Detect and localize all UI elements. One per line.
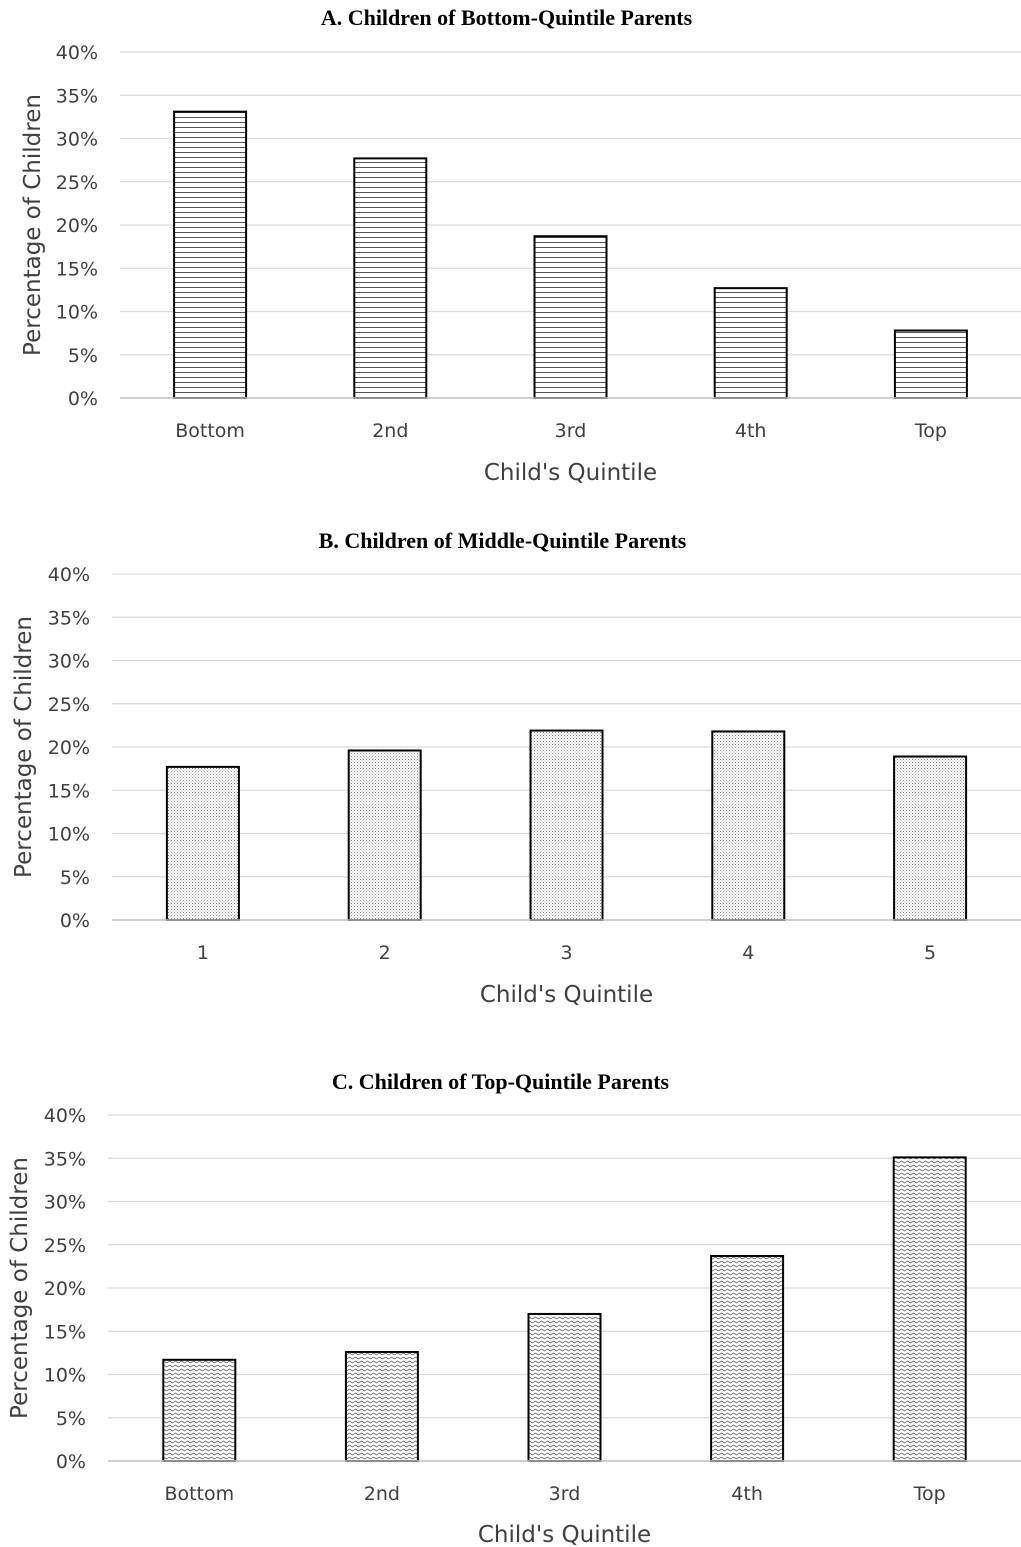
x-tick-label: 2nd xyxy=(364,1483,400,1505)
bar-3rd xyxy=(533,235,608,399)
x-tick-label: 5 xyxy=(924,942,936,964)
bar-bottom xyxy=(162,1358,237,1463)
y-tick-label: 15% xyxy=(48,780,90,802)
y-tick-label: 35% xyxy=(48,607,90,629)
x-tick-label: 3 xyxy=(560,942,572,964)
y-tick-label: 30% xyxy=(44,1192,86,1214)
bar-2nd xyxy=(344,1351,419,1463)
x-tick-label: 3rd xyxy=(555,420,587,442)
y-tick-label: 35% xyxy=(44,1148,86,1170)
x-tick-label: Top xyxy=(913,1483,946,1505)
y-tick-label: 30% xyxy=(48,651,90,673)
y-tick-label: 35% xyxy=(56,85,98,107)
y-tick-label: 10% xyxy=(48,824,90,846)
y-tick-label: 5% xyxy=(56,1408,86,1430)
y-tick-label: 25% xyxy=(48,694,90,716)
x-tick-label: 4 xyxy=(742,942,754,964)
bar-4th xyxy=(710,1254,785,1462)
x-axis-title: Child's Quintile xyxy=(480,982,653,1008)
bar-2 xyxy=(347,749,422,922)
x-tick-label: 4th xyxy=(731,1483,763,1505)
chart-title: A. Children of Bottom-Quintile Parents xyxy=(321,5,693,30)
y-axis-title: Percentage of Children xyxy=(11,616,37,878)
y-tick-label: 10% xyxy=(44,1365,86,1387)
y-tick-label: 25% xyxy=(44,1235,86,1257)
x-tick-label: 1 xyxy=(197,942,209,964)
chart-panel-1: A. Children of Bottom-Quintile Parents 0%… xyxy=(20,5,1021,486)
y-tick-label: 20% xyxy=(48,737,90,759)
x-tick-label: Top xyxy=(914,420,947,442)
bar-3 xyxy=(529,729,604,921)
chart-title: B. Children of Middle-Quintile Parents xyxy=(319,528,687,553)
y-tick-label: 5% xyxy=(68,345,98,367)
y-tick-label: 0% xyxy=(68,388,98,410)
y-tick-label: 5% xyxy=(60,867,90,889)
x-axis-title: Child's Quintile xyxy=(484,460,657,486)
y-tick-label: 20% xyxy=(56,215,98,237)
x-tick-label: Bottom xyxy=(175,420,245,442)
y-axis-title: Percentage of Children xyxy=(7,1157,33,1419)
x-tick-label: 2nd xyxy=(372,420,408,442)
bar-4th xyxy=(713,287,788,399)
y-axis-title: Percentage of Children xyxy=(20,94,46,356)
bar-1 xyxy=(165,765,240,922)
x-tick-label: 2 xyxy=(379,942,391,964)
chart-title: C. Children of Top-Quintile Parents xyxy=(332,1069,670,1094)
bar-4 xyxy=(711,730,786,921)
x-tick-label: 3rd xyxy=(549,1483,581,1505)
y-tick-label: 0% xyxy=(56,1451,86,1473)
chart-panel-3: C. Children of Top-Quintile Parents 0% 5% 1… xyxy=(7,1069,1021,1547)
bar-bottom xyxy=(173,110,248,399)
bar-2nd xyxy=(353,157,428,399)
y-tick-label: 40% xyxy=(44,1105,86,1127)
y-tick-label: 15% xyxy=(44,1321,86,1343)
y-tick-label: 15% xyxy=(56,258,98,280)
x-tick-label: Bottom xyxy=(164,1483,234,1505)
y-tick-label: 25% xyxy=(56,172,98,194)
x-tick-label: 4th xyxy=(735,420,767,442)
bar-5 xyxy=(893,755,968,922)
y-tick-label: 30% xyxy=(56,129,98,151)
bar-top xyxy=(893,329,968,399)
chart-panel-2: B. Children of Middle-Quintile Parents 0%… xyxy=(11,528,1021,1008)
x-axis-title: Child's Quintile xyxy=(478,1522,651,1547)
bar-top xyxy=(892,1156,967,1462)
y-tick-label: 20% xyxy=(44,1278,86,1300)
bar-3rd xyxy=(527,1312,602,1462)
y-tick-label: 10% xyxy=(56,302,98,324)
y-tick-label: 0% xyxy=(60,910,90,932)
y-tick-label: 40% xyxy=(48,564,90,586)
y-tick-label: 40% xyxy=(56,42,98,64)
